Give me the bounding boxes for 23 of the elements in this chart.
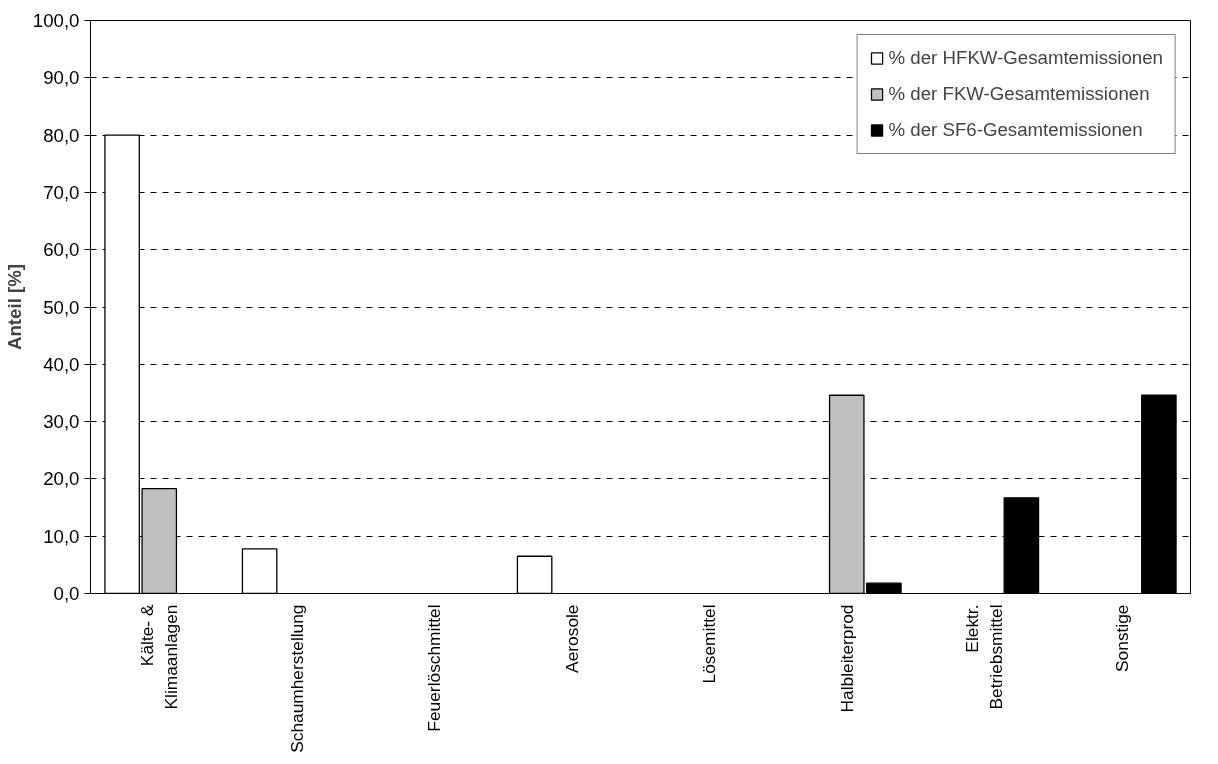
x-tick-label: Elektr. Betriebsmittel: [962, 604, 1007, 710]
x-tick-label: Schaumherstellung: [286, 604, 307, 753]
x-tick-label: Kälte- & Klimaanlagen: [137, 604, 182, 710]
y-tick-label: 40,0: [43, 353, 80, 375]
legend-label: % der SF6-Gesamtemissionen: [888, 119, 1143, 141]
x-tick-label: Aerosole: [561, 604, 582, 673]
y-tick-label: 80,0: [43, 124, 80, 146]
y-tick-label: 100,0: [32, 10, 80, 31]
y-axis-title: Anteil [%]: [3, 263, 25, 351]
x-tick-label: Sonstige: [1111, 604, 1132, 672]
y-tick-label: 30,0: [43, 411, 80, 433]
y-tick-label: 60,0: [43, 239, 80, 261]
y-tick-label: 10,0: [43, 525, 80, 547]
y-tick-label: 20,0: [43, 468, 80, 490]
y-tick-label: 90,0: [43, 67, 80, 89]
x-tick-label: Feuerlöschmittel: [424, 604, 445, 732]
legend-label: % der HFKW-Gesamtemissionen: [888, 47, 1163, 69]
legend-label: % der FKW-Gesamtemissionen: [888, 83, 1150, 105]
y-tick-label: 70,0: [43, 181, 80, 203]
y-tick-label: 50,0: [43, 296, 80, 318]
x-tick-label: Halbleiterprod: [836, 604, 857, 713]
y-tick-label: 0,0: [53, 583, 80, 604]
x-tick-label: Lösemittel: [699, 604, 720, 684]
